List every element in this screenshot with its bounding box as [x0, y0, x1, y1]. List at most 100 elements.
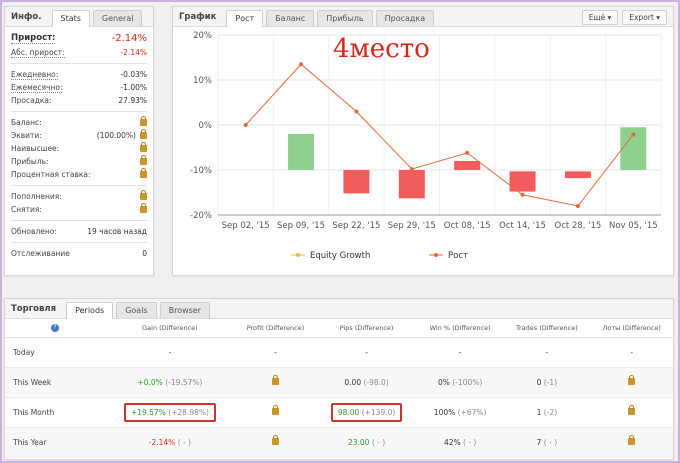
highest-row: Наивысшее: — [11, 142, 147, 155]
trades-cell: 0 (-1) — [503, 367, 591, 398]
profit-label: Прибыль: — [11, 157, 49, 166]
win-cell: 100% (+67%) — [417, 397, 504, 428]
equity-bar — [343, 170, 370, 194]
daily-label: Ежедневно: — [11, 69, 59, 80]
profit-value: - — [274, 347, 277, 357]
win-value: 100% — [433, 407, 456, 417]
period-name: This Month — [5, 397, 105, 428]
pips-value: - — [365, 347, 368, 357]
more-button[interactable]: Ещё ▾ — [581, 10, 619, 25]
col-win: Win % (Difference) — [417, 319, 504, 338]
export-label: Export — [629, 13, 654, 22]
tab-drawdown[interactable]: Просадка — [375, 10, 435, 26]
win-diff: (+67%) — [457, 407, 487, 417]
trades-cell: 1 (-2) — [503, 397, 591, 428]
help-icon[interactable]: ? — [51, 324, 59, 333]
interest-label: Процентная ставка: — [11, 170, 91, 179]
growth-point — [243, 123, 248, 127]
lock-icon — [271, 374, 279, 385]
tab-growth[interactable]: Рост — [226, 10, 264, 27]
gain-value: -2.14% — [111, 33, 147, 44]
tab-stats[interactable]: Stats — [51, 10, 90, 27]
tab-profit[interactable]: Прибыль — [317, 10, 373, 26]
win-diff: (-100%) — [452, 377, 483, 387]
tab-goals[interactable]: Goals — [116, 302, 157, 318]
pips-diff: ( - ) — [371, 437, 386, 447]
x-tick-label: Oct 08, '15 — [444, 221, 491, 231]
info-header: Инфо. Stats General — [5, 7, 153, 27]
gain-value: -2.14% — [148, 437, 176, 447]
interest-row: Процентная ставка: — [11, 168, 147, 181]
legend-growth-label: Рост — [448, 251, 468, 261]
trades-diff: ( - ) — [543, 437, 558, 447]
lock-icon — [271, 404, 279, 415]
lock-icon — [140, 168, 147, 178]
x-tick-label: Oct 14, '15 — [499, 221, 546, 231]
export-button[interactable]: Export ▾ — [622, 10, 667, 25]
divider — [11, 63, 147, 64]
growth-point — [465, 150, 470, 155]
pips-cell: 0.00 (-98.0) — [316, 367, 418, 398]
tab-browser[interactable]: Browser — [159, 302, 211, 318]
trading-header: Торговля Periods Goals Browser — [5, 299, 673, 319]
pips-value: 23.00 — [347, 437, 370, 447]
tab-balance[interactable]: Баланс — [266, 10, 315, 26]
profit-cell: - — [234, 337, 317, 368]
equity-bar — [564, 171, 591, 179]
col-trades: Trades (Difference) — [503, 319, 591, 338]
lock-icon — [628, 404, 636, 415]
legend-growth-marker — [434, 253, 438, 257]
abs-gain-value: -2.14% — [120, 48, 147, 57]
trades-cell: - — [503, 337, 591, 368]
drawdown-value: 27.93% — [118, 96, 147, 105]
table-row: This Year -2.14% ( - ) 23.00 ( - ) 42% ( - … — [5, 427, 673, 458]
gain-diff: (+28.98%) — [168, 407, 209, 417]
chart-header: График Рост Баланс Прибыль Просадка — [173, 7, 673, 27]
lots-cell: - — [590, 337, 673, 368]
equity-bar — [288, 134, 315, 170]
updated-row: Обновлено: 19 часов назад — [11, 225, 147, 238]
trading-panel: Торговля Periods Goals Browser ? Gain (D… — [4, 298, 674, 460]
trades-value: 1 — [536, 407, 542, 417]
win-cell: 42% ( - ) — [417, 427, 504, 458]
y-tick-label: 10% — [193, 76, 212, 86]
pips-diff: (+139.0) — [361, 407, 396, 417]
drawdown-row: Просадка: 27.93% — [11, 94, 147, 107]
trading-title: Торговля — [11, 303, 57, 314]
win-cell: - — [417, 337, 504, 368]
tab-periods[interactable]: Periods — [66, 302, 114, 319]
lock-icon — [628, 374, 636, 385]
gain-label: Прирост: — [11, 33, 56, 44]
tracking-value: 0 — [142, 249, 147, 258]
profit-cell — [234, 427, 317, 458]
gain-cell: +19.57% (+28.98%) — [105, 397, 235, 428]
x-tick-label: Sep 09, '15 — [277, 221, 325, 231]
more-label: Ещё — [588, 13, 606, 22]
withdrawals-label: Снятия: — [11, 205, 42, 214]
legend-equity-label: Equity Growth — [310, 251, 370, 261]
equity-label: Эквити: — [11, 131, 42, 140]
periods-table: ? Gain (Difference) Profit (Difference) … — [5, 319, 673, 458]
chart-title: График — [179, 11, 217, 22]
abs-gain-label: Абс. прирост: — [11, 47, 65, 58]
lots-cell — [590, 427, 673, 458]
lots-value: - — [630, 347, 634, 357]
chevron-down-icon: ▾ — [607, 13, 612, 22]
x-tick-label: Nov 05, '15 — [609, 221, 658, 231]
table-header-row: ? Gain (Difference) Profit (Difference) … — [5, 319, 673, 338]
chart-panel: График Рост Баланс Прибыль Просадка Ещё … — [172, 6, 674, 276]
daily-value: -0.03% — [120, 70, 147, 79]
growth-point — [631, 132, 636, 137]
equity-bar — [454, 161, 481, 170]
info-panel: Инфо. Stats General Прирост: -2.14% Абс.… — [4, 6, 154, 276]
tab-general[interactable]: General — [92, 10, 143, 26]
pips-cell: 98.00 (+139.0) — [316, 397, 418, 428]
lots-cell — [590, 367, 673, 398]
overlay-rank-text: 4место — [333, 34, 430, 64]
monthly-value: -1.00% — [120, 83, 147, 92]
gain-value: +0.0% — [137, 377, 163, 387]
growth-point — [520, 192, 525, 197]
trades-value: 7 — [536, 437, 542, 447]
equity-value: (100.00%) — [96, 131, 136, 140]
x-tick-label: Sep 22, '15 — [332, 221, 380, 231]
